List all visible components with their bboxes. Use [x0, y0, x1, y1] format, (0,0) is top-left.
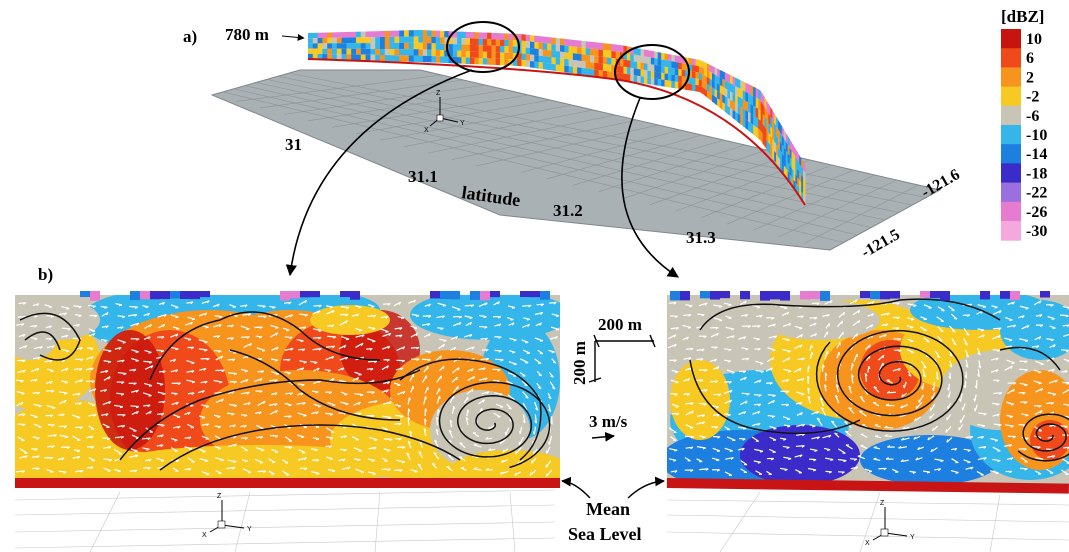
colorbar: 10 6 2 -2 -6 -10 -14 -18 -22 -26 -30: [1001, 29, 1047, 241]
height-arrow: [281, 33, 305, 41]
colorbar-tick: -6: [1026, 108, 1039, 125]
colorbar-tick: -18: [1026, 165, 1047, 182]
triad-left-x: X: [202, 532, 207, 539]
scale-bar: [588, 334, 656, 383]
colorbar-tick: 10: [1026, 31, 1042, 48]
colorbar-tick: -30: [1026, 223, 1047, 240]
colorbar-tick: 2: [1026, 69, 1034, 86]
panel-b-label: b): [38, 265, 53, 284]
colorbar-swatch: [1001, 163, 1021, 184]
triad-right-z: Z: [880, 500, 885, 507]
triad-right-x: X: [865, 540, 870, 547]
curtain-base-line: [307, 58, 806, 206]
zoom-circle-left: [446, 21, 520, 73]
right-floor-grid: [666, 491, 1069, 552]
triad-left-z: Z: [217, 493, 222, 500]
vector-scale-arrow: [591, 431, 615, 442]
colorbar-swatch: [1001, 105, 1021, 126]
axis-triad-right: Z Y X: [865, 500, 915, 547]
colorbar-tick: -22: [1026, 185, 1047, 202]
cross-section-right: [667, 295, 1069, 485]
colorbar-swatch: [1001, 86, 1021, 107]
cross-section-right-top-fringe: [670, 291, 1050, 301]
cross-section-left-top-fringe: [80, 291, 550, 301]
triad-x-label: X: [424, 127, 429, 134]
colorbar-swatch: [1001, 67, 1021, 88]
triad-y-label: Y: [460, 120, 465, 127]
msl-arrow-right: [627, 476, 665, 499]
connector-arrow-right: [621, 97, 679, 278]
colorbar-title: [dBZ]: [1001, 7, 1044, 26]
scale-horizontal-label: 200 m: [598, 315, 642, 334]
colorbar-swatch: [1001, 221, 1021, 241]
colorbar-swatch: [1001, 182, 1021, 203]
ground-plane: [210, 69, 942, 251]
colorbar-tick: -2: [1026, 89, 1039, 106]
cross-section-left: [15, 295, 560, 485]
axis-triad-top: Z Y X: [424, 90, 465, 134]
colorbar-tick: -14: [1026, 146, 1047, 163]
ground-grid: [222, 72, 927, 244]
axis-triad-left: Z Y X: [202, 493, 252, 539]
colorbar-swatch: [1001, 201, 1021, 222]
lat-tick-3: 31.3: [686, 228, 716, 247]
colorbar-swatch: [1001, 144, 1021, 164]
cross-section-left-sea-level: [15, 478, 560, 488]
triad-z-label: Z: [436, 90, 441, 97]
colorbar-swatch: [1001, 29, 1021, 49]
cross-section-right-sea-level: [666, 478, 1069, 494]
colorbar-swatch: [1001, 48, 1021, 68]
msl-label-line2: Sea Level: [568, 524, 642, 544]
colorbar-tick: 6: [1026, 50, 1034, 67]
zoom-circle-right: [614, 44, 690, 100]
colorbar-tick: -26: [1026, 204, 1047, 221]
lat-tick-2: 31.2: [553, 201, 583, 220]
lat-tick-1: 31.1: [408, 167, 438, 186]
lon-tick-0: -121.6: [919, 166, 963, 201]
height-label: 780 m: [225, 25, 269, 44]
vector-scale-label: 3 m/s: [589, 412, 628, 431]
colorbar-swatch: [1001, 125, 1021, 145]
reflectivity-curtain: [308, 30, 806, 205]
triad-right-y: Y: [910, 534, 915, 541]
connector-arrow-left: [285, 69, 473, 277]
lat-tick-0: 31: [285, 135, 302, 154]
left-floor-grid: [14, 489, 556, 552]
msl-label-line1: Mean: [586, 499, 630, 519]
scale-vertical-label: 200 m: [570, 341, 589, 385]
panel-a-label: a): [183, 27, 197, 46]
msl-arrow-left: [561, 476, 591, 499]
triad-left-y: Y: [247, 526, 252, 533]
colorbar-tick: -10: [1026, 127, 1047, 144]
